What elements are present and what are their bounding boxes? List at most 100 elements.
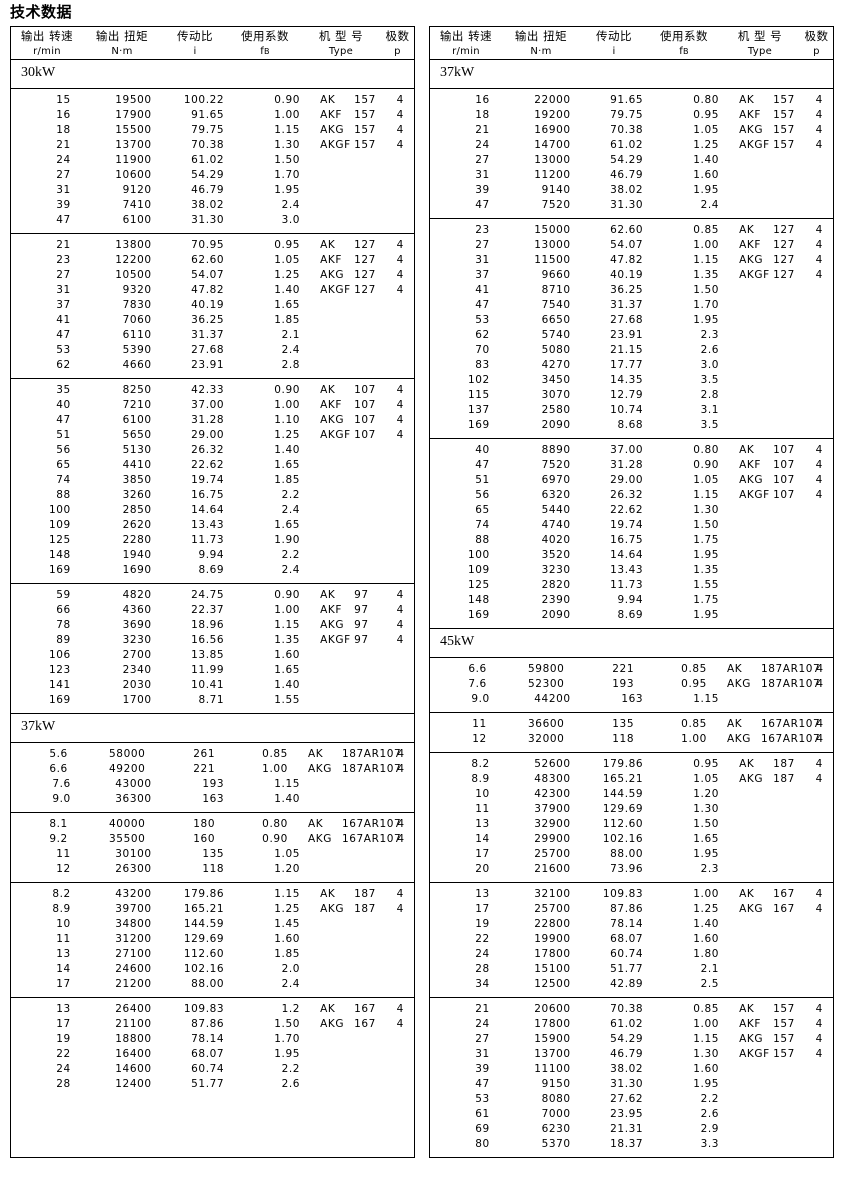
cell-type: AK 157 xyxy=(735,93,806,108)
cell-ratio: 62.60 xyxy=(610,224,644,236)
cell-service-factor: 2.3 xyxy=(700,863,720,875)
cell-service-factor: 1.55 xyxy=(693,579,720,591)
type-prefix: AKG xyxy=(320,903,345,915)
table-row: 53 5390 27.68 2.4 xyxy=(11,343,414,358)
cell-service-factor: 0.95 xyxy=(693,109,720,121)
cell-service-factor: 1.20 xyxy=(693,788,720,800)
cell-output-speed: 106 xyxy=(49,649,71,661)
table-row: 27 13000 54.29 1.40 xyxy=(430,153,833,168)
table-row: 21 20600 70.38 0.85 AK 157 4 xyxy=(430,1002,833,1017)
cell-output-speed: 62 xyxy=(56,359,71,371)
cell-poles: 4 xyxy=(815,444,823,456)
cell-output-torque: 25700 xyxy=(534,903,571,915)
cell-type: AKGF 127 xyxy=(735,268,806,283)
cell-output-speed: 16 xyxy=(475,94,490,106)
column-header-unit-3: fB xyxy=(679,46,689,57)
cell-output-speed: 8.1 xyxy=(49,818,68,830)
cell-output-speed: 6.6 xyxy=(49,763,68,775)
cell-ratio: 38.02 xyxy=(610,1063,644,1075)
cell-service-factor: 0.85 xyxy=(262,748,288,760)
cell-poles: 4 xyxy=(816,718,824,730)
table-row: 17 25700 87.86 1.25 AKG 167 4 xyxy=(430,902,833,917)
cell-output-speed: 70 xyxy=(475,344,490,356)
cell-ratio: 13.43 xyxy=(610,564,644,576)
cell-output-speed: 39 xyxy=(475,184,490,196)
cell-service-factor: 0.80 xyxy=(262,818,288,830)
type-prefix: AKF xyxy=(320,254,342,266)
column-header-unit-1: N·m xyxy=(530,46,552,57)
cell-output-speed: 66 xyxy=(56,604,71,616)
cell-type: AKF 157 xyxy=(316,108,387,123)
cell-type: AKG 187AR107 xyxy=(304,762,401,777)
cell-service-factor: 0.85 xyxy=(681,718,707,730)
cell-poles: 4 xyxy=(815,224,823,236)
cell-service-factor: 1.45 xyxy=(274,918,301,930)
type-number: 157 xyxy=(773,1003,795,1015)
cell-service-factor: 3.5 xyxy=(700,419,720,431)
cell-output-speed: 35 xyxy=(56,384,71,396)
type-prefix: AKG xyxy=(739,254,764,266)
cell-output-speed: 31 xyxy=(475,1048,490,1060)
cell-ratio: 16.56 xyxy=(191,634,225,646)
type-prefix: AKF xyxy=(320,604,342,616)
table-row: 21 13800 70.95 0.95 AK 127 4 xyxy=(11,238,414,253)
cell-ratio: 26.32 xyxy=(610,489,644,501)
cell-output-speed: 115 xyxy=(468,389,490,401)
cell-service-factor: 1.40 xyxy=(693,918,720,930)
cell-output-torque: 31200 xyxy=(115,933,152,945)
cell-service-factor: 2.4 xyxy=(700,199,720,211)
cell-output-torque: 43000 xyxy=(115,778,152,790)
cell-service-factor: 1.65 xyxy=(274,519,301,531)
cell-output-torque: 17800 xyxy=(534,1018,571,1030)
cell-service-factor: 1.60 xyxy=(693,169,720,181)
cell-type: AK 167 xyxy=(316,1002,387,1017)
cell-ratio: 54.07 xyxy=(610,239,644,251)
table-row: 23 12200 62.60 1.05 AKF 127 4 xyxy=(11,253,414,268)
table-row: 169 1690 8.69 2.4 xyxy=(11,563,414,578)
cell-poles: 4 xyxy=(396,589,404,601)
type-prefix: AK xyxy=(726,718,743,730)
cell-service-factor: 2.6 xyxy=(700,1108,720,1120)
table-row: 5.6 58000 261 0.85 AK 187AR107 4 xyxy=(11,747,414,762)
cell-output-torque: 4410 xyxy=(122,459,152,471)
cell-ratio: 221 xyxy=(612,663,635,675)
table-row: 12 26300 118 1.20 xyxy=(11,862,414,877)
cell-ratio: 46.79 xyxy=(610,1048,644,1060)
cell-poles: 4 xyxy=(396,124,404,136)
type-prefix: AKGF xyxy=(320,284,351,296)
cell-service-factor: 0.95 xyxy=(693,758,720,770)
cell-poles: 4 xyxy=(815,758,823,770)
cell-output-torque: 3230 xyxy=(122,634,152,646)
cell-ratio: 60.74 xyxy=(191,1063,225,1075)
column-header-cn-3: 使用系数 xyxy=(241,29,289,43)
cell-output-speed: 21 xyxy=(56,139,71,151)
cell-service-factor: 1.90 xyxy=(274,534,301,546)
cell-type: AKF 127 xyxy=(316,253,387,268)
column-header-cn-2: 传动比 xyxy=(177,29,213,43)
table-row: 141 2030 10.41 1.40 xyxy=(11,678,414,693)
table-row: 59 4820 24.75 0.90 AK 97 4 xyxy=(11,588,414,603)
cell-ratio: 163 xyxy=(202,793,225,805)
table-row: 19 22800 78.14 1.40 xyxy=(430,917,833,932)
type-number: 127 xyxy=(773,239,795,251)
cell-ratio: 193 xyxy=(202,778,225,790)
table-row: 14 29900 102.16 1.65 xyxy=(430,832,833,847)
cell-poles: 4 xyxy=(815,903,823,915)
cell-type: AK 187AR107 xyxy=(723,662,820,677)
cell-output-speed: 109 xyxy=(49,519,71,531)
table-row: 18 15500 79.75 1.15 AKG 157 4 xyxy=(11,123,414,138)
type-prefix: AKGF xyxy=(320,634,351,646)
cell-poles: 4 xyxy=(396,239,404,251)
cell-ratio: 10.74 xyxy=(610,404,644,416)
cell-output-speed: 22 xyxy=(475,933,490,945)
cell-poles: 4 xyxy=(396,888,404,900)
cell-poles: 4 xyxy=(397,818,405,830)
cell-output-speed: 8.9 xyxy=(471,773,490,785)
cell-service-factor: 0.80 xyxy=(693,444,720,456)
table-row: 148 1940 9.94 2.2 xyxy=(11,548,414,563)
type-prefix: AK xyxy=(307,748,324,760)
column-header-unit-4: Type xyxy=(328,46,354,57)
cell-output-speed: 15 xyxy=(56,94,71,106)
cell-output-torque: 15900 xyxy=(534,1033,571,1045)
type-number: 167AR107 xyxy=(760,733,821,745)
